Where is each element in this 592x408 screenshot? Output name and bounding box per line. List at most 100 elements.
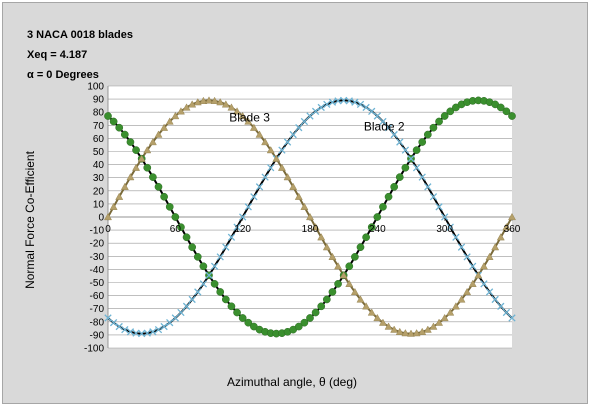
series-3-point	[306, 212, 314, 221]
series-3-point	[188, 100, 197, 108]
curve-label: Blade 3	[229, 110, 270, 124]
series-1-point	[115, 123, 124, 132]
series-3-point	[423, 325, 432, 333]
series-1-point	[300, 318, 309, 327]
series-1-point	[306, 314, 314, 322]
series-3-point	[216, 98, 225, 106]
series-2-point	[267, 164, 275, 172]
y-axis-title: Normal Force Co-Efficient	[23, 150, 37, 288]
series-3-point	[238, 112, 247, 120]
y-tick-label: -10	[90, 226, 105, 237]
curve-label: Blade 2	[364, 120, 405, 134]
series-2-point	[356, 100, 365, 109]
series-2-point	[485, 288, 494, 296]
series-2-point	[435, 203, 443, 211]
series-1-point	[435, 117, 443, 126]
series-3-point	[474, 271, 483, 279]
series-3-point	[395, 327, 404, 335]
y-tick-label: 80	[93, 108, 105, 119]
series-3-point	[317, 233, 326, 241]
series-2-point	[109, 319, 118, 327]
series-2-point	[384, 124, 393, 132]
series-1-point	[154, 182, 163, 191]
series-2-point	[244, 203, 252, 211]
series-2-point	[283, 138, 292, 146]
series-2-point	[149, 328, 157, 336]
series-3-point	[182, 103, 191, 111]
series-2-point	[418, 173, 426, 181]
series-2-point	[227, 233, 236, 241]
series-3-point	[210, 96, 219, 104]
y-tick-label: 90	[93, 95, 105, 106]
y-tick-label: -80	[90, 317, 105, 328]
series-2-point	[311, 107, 320, 115]
series-2-point	[452, 233, 460, 241]
series-1-point	[227, 302, 236, 311]
series-1-point	[322, 295, 331, 304]
series-1-point	[143, 163, 152, 172]
y-tick-label: -20	[90, 239, 105, 250]
series-3-point	[362, 302, 371, 310]
series-1-point	[199, 262, 208, 271]
series-3-point	[345, 279, 354, 287]
series-2-point	[480, 280, 488, 288]
chart-annotation-blades: 3 NACA 0018 blades	[27, 29, 133, 41]
series-1-point	[216, 288, 225, 296]
y-tick-label: 0	[98, 213, 104, 224]
series-3-point	[468, 279, 477, 287]
series-1-point	[244, 318, 253, 327]
series-2-point	[250, 193, 258, 201]
series-3-point	[154, 130, 163, 138]
series-1-point	[351, 253, 359, 261]
series-1-point	[177, 223, 185, 232]
x-tick-label: 0	[105, 224, 111, 235]
series-3-point	[177, 107, 185, 115]
series-3-point	[367, 308, 376, 316]
y-tick-label: -60	[90, 291, 105, 302]
series-1-point	[210, 280, 219, 288]
x-tick-label: 60	[170, 224, 182, 235]
series-1-point	[373, 213, 382, 221]
series-1-point	[379, 202, 387, 211]
y-tick-label: -30	[90, 252, 105, 263]
series-2-point	[194, 288, 202, 296]
series-1-point	[149, 173, 157, 181]
series-2-point	[261, 173, 269, 181]
y-tick-label: 10	[93, 199, 105, 210]
series-2-point	[502, 308, 511, 317]
series-3-point	[435, 318, 443, 326]
series-3-point	[255, 130, 264, 138]
series-1-point	[395, 173, 404, 181]
series-3-point	[227, 103, 236, 111]
y-tick-label: 50	[93, 147, 105, 158]
series-2-point	[188, 295, 196, 304]
series-1-point	[418, 138, 427, 146]
chart-annotation-xeq: Xeq = 4.187	[27, 49, 88, 61]
series-2-point	[205, 271, 213, 279]
series-markers	[104, 96, 516, 338]
series-1-point	[328, 288, 337, 296]
y-tick-label: 30	[93, 173, 105, 184]
series-1-point	[132, 146, 140, 154]
series-3-point	[446, 308, 455, 316]
series-3-point	[463, 287, 472, 296]
series-3-point	[120, 182, 129, 190]
series-3-point	[171, 112, 180, 120]
series-1-point	[193, 253, 202, 261]
series-1-point	[356, 243, 365, 252]
series-2-point	[171, 314, 179, 322]
series-2-point	[441, 213, 449, 221]
series-3-point	[390, 325, 399, 333]
series-2-point	[182, 302, 191, 310]
y-tick-label: -100	[84, 344, 104, 355]
series-2-point	[457, 243, 466, 251]
series-3-point	[480, 262, 488, 270]
series-3-point	[261, 138, 270, 146]
series-2-point	[429, 193, 438, 201]
series-3-point	[373, 313, 382, 322]
series-2-point	[412, 164, 421, 172]
series-3-point	[328, 252, 337, 260]
series-3-point	[205, 96, 213, 104]
series-2-point	[407, 155, 415, 163]
